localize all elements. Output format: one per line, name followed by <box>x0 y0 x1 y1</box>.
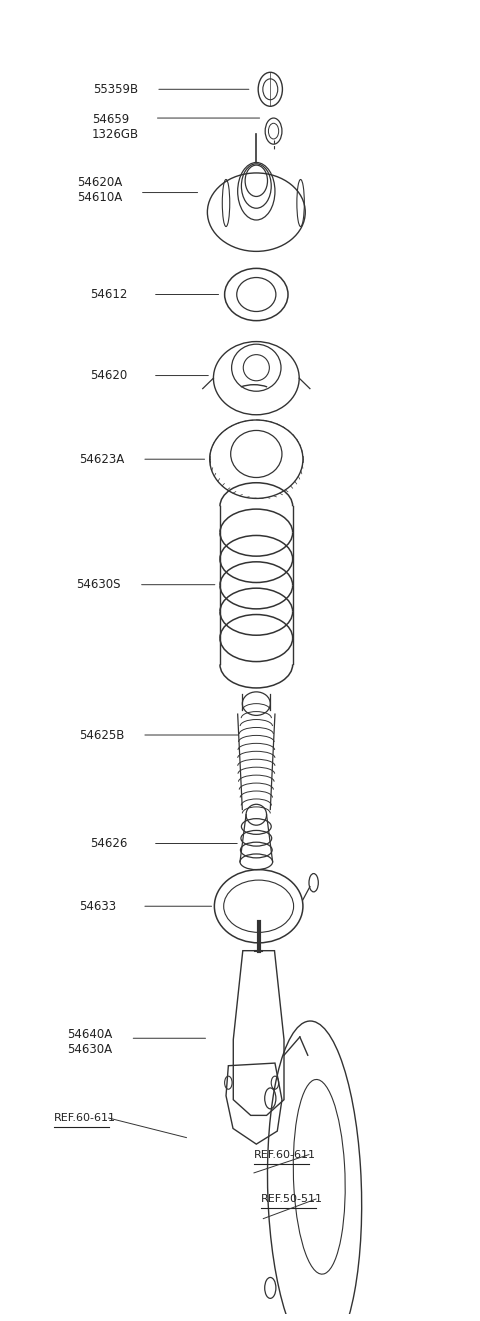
Text: REF.60-611: REF.60-611 <box>254 1149 316 1160</box>
Text: 55359B: 55359B <box>93 83 138 96</box>
Text: 54612: 54612 <box>90 288 127 301</box>
Text: 54640A
54630A: 54640A 54630A <box>68 1028 113 1057</box>
Text: REF.50-511: REF.50-511 <box>261 1194 323 1203</box>
Text: 54623A: 54623A <box>79 453 124 466</box>
Text: 54659
1326GB: 54659 1326GB <box>92 114 139 141</box>
Text: 54625B: 54625B <box>79 728 125 741</box>
Text: 54633: 54633 <box>79 900 116 913</box>
Text: 54626: 54626 <box>90 838 127 849</box>
Text: 54620A
54610A: 54620A 54610A <box>77 176 122 203</box>
Text: REF.60-611: REF.60-611 <box>54 1114 116 1123</box>
Text: 54630S: 54630S <box>76 579 120 592</box>
Text: 54620: 54620 <box>90 369 127 382</box>
